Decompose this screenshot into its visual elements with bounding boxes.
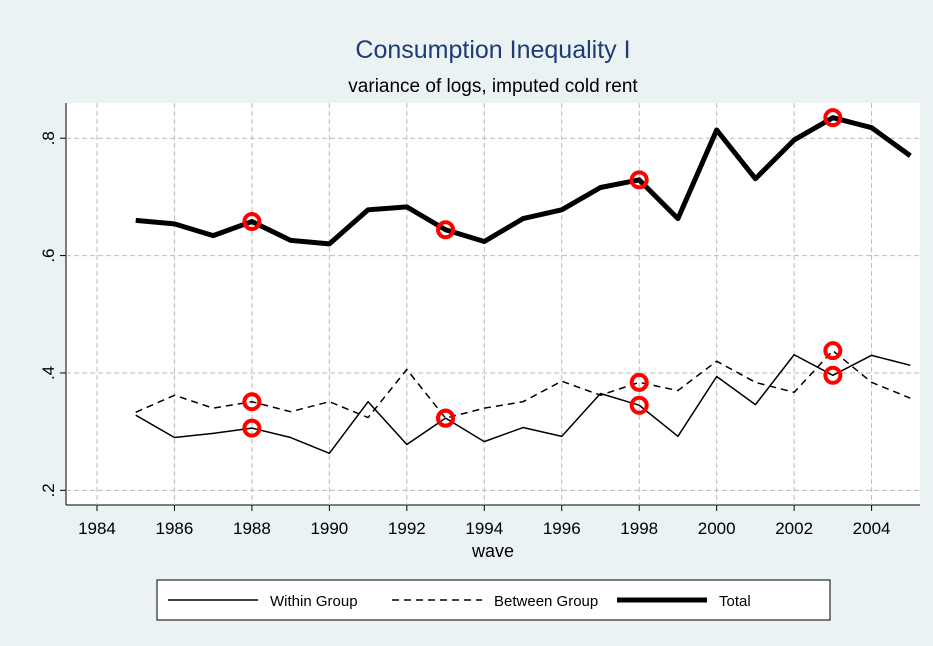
legend-label: Between Group — [494, 593, 598, 610]
series-line — [135, 354, 911, 455]
x-tick-label: 2002 — [775, 519, 813, 538]
x-tick-label: 1998 — [620, 519, 658, 538]
highlight-marker — [629, 395, 649, 415]
highlight-marker — [242, 418, 262, 438]
legend-label: Total — [719, 593, 751, 610]
x-tick-label: 2000 — [698, 519, 736, 538]
legend-label: Within Group — [270, 593, 358, 610]
highlight-marker — [629, 372, 649, 392]
highlight-marker — [823, 365, 843, 385]
y-tick-label: .4 — [39, 366, 58, 380]
chart-subtitle: variance of logs, imputed cold rent — [348, 76, 638, 97]
x-tick-label: 2004 — [853, 519, 891, 538]
highlight-marker — [436, 408, 456, 428]
x-tick-label: 1984 — [78, 519, 116, 538]
highlight-marker — [823, 108, 843, 128]
highlight-marker — [242, 212, 262, 232]
legend — [156, 579, 831, 621]
x-tick-label: 1992 — [388, 519, 426, 538]
x-tick-label: 1996 — [543, 519, 581, 538]
highlight-marker — [436, 220, 456, 240]
x-tick-label: 1988 — [233, 519, 271, 538]
y-tick-label: .6 — [39, 248, 58, 262]
x-tick-label: 1994 — [465, 519, 503, 538]
series-line — [135, 115, 912, 247]
highlight-marker — [242, 392, 262, 412]
plot-area — [66, 103, 920, 505]
x-tick-label: 1986 — [156, 519, 194, 538]
chart-title: Consumption Inequality I — [355, 36, 630, 64]
x-tick-label: 1990 — [310, 519, 348, 538]
series-line — [135, 349, 911, 419]
y-tick-label: .2 — [39, 483, 58, 497]
x-axis-title: wave — [471, 541, 514, 561]
highlight-marker — [823, 341, 843, 361]
highlight-marker — [629, 170, 649, 190]
y-tick-label: .8 — [39, 131, 58, 145]
